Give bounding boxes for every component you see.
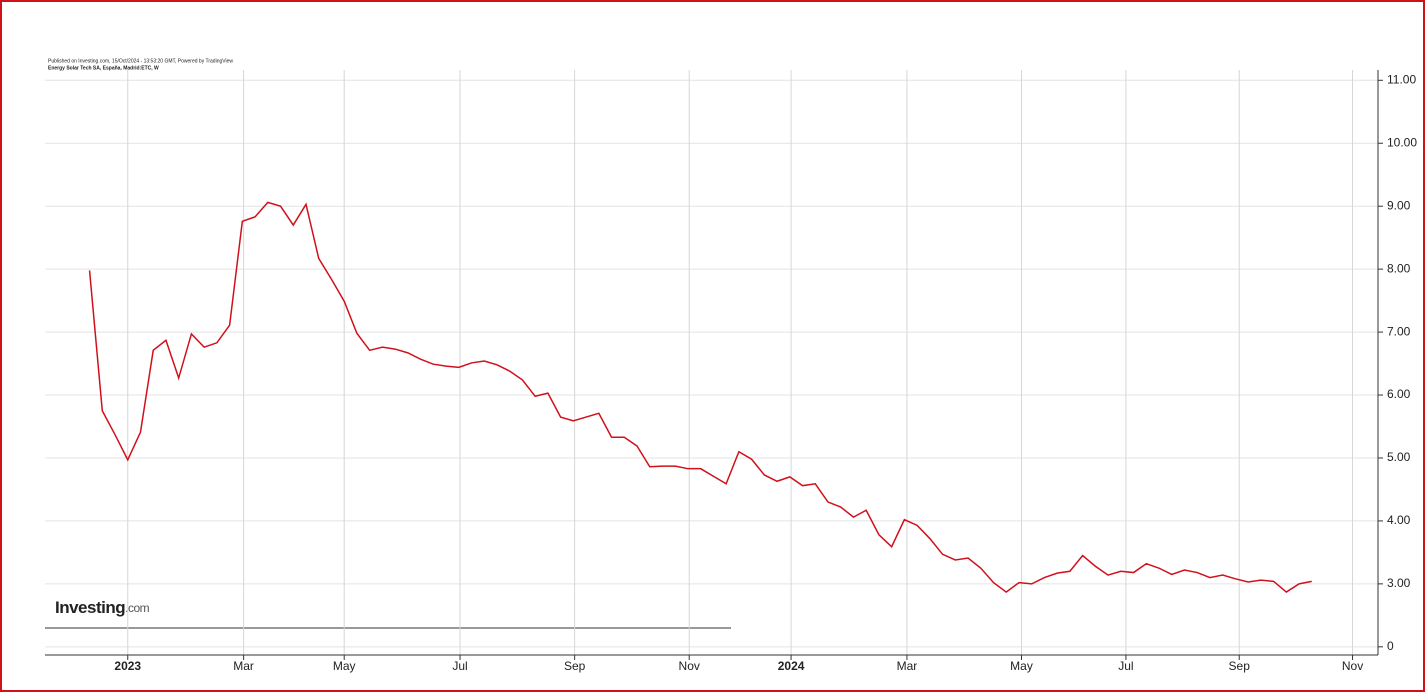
x-tick-label: Nov [679,659,700,673]
x-tick-label: Mar [233,659,254,673]
x-tick-label: Nov [1342,659,1363,673]
x-tick-label: May [1010,659,1033,673]
y-tick-label: 9.00 [1387,198,1411,212]
y-tick-label: 7.00 [1387,324,1411,338]
y-tick-label: 6.00 [1387,387,1411,401]
x-tick-label: Sep [1229,659,1251,673]
logo-name: Investing [55,598,125,617]
x-tick-label: Sep [564,659,586,673]
logo-suffix: .com [125,601,150,615]
y-tick-label: 8.00 [1387,261,1411,275]
price-line [88,201,1312,593]
y-tick-label: 4.00 [1387,513,1411,527]
y-tick-label: 11.00 [1387,72,1416,86]
x-tick-label: Jul [452,659,467,673]
x-tick-label: Mar [897,659,918,673]
y-tick-label: 0 [1387,639,1394,653]
x-tick-label: May [333,659,356,673]
chart-title: Energy Solar Tech SA, España, Madrid:ETC… [48,65,159,71]
y-tick-label: 3.00 [1387,576,1411,590]
x-tick-label: 2023 [114,659,141,673]
x-tick-label: Jul [1118,659,1133,673]
y-tick-label: 5.00 [1387,450,1411,464]
logo: Investing.com [55,598,150,617]
x-tick-label: 2024 [778,659,805,673]
chart-subtitle: Published on Investing.com, 15/Oct/2024 … [48,58,233,64]
y-tick-label: 10.00 [1387,135,1417,149]
